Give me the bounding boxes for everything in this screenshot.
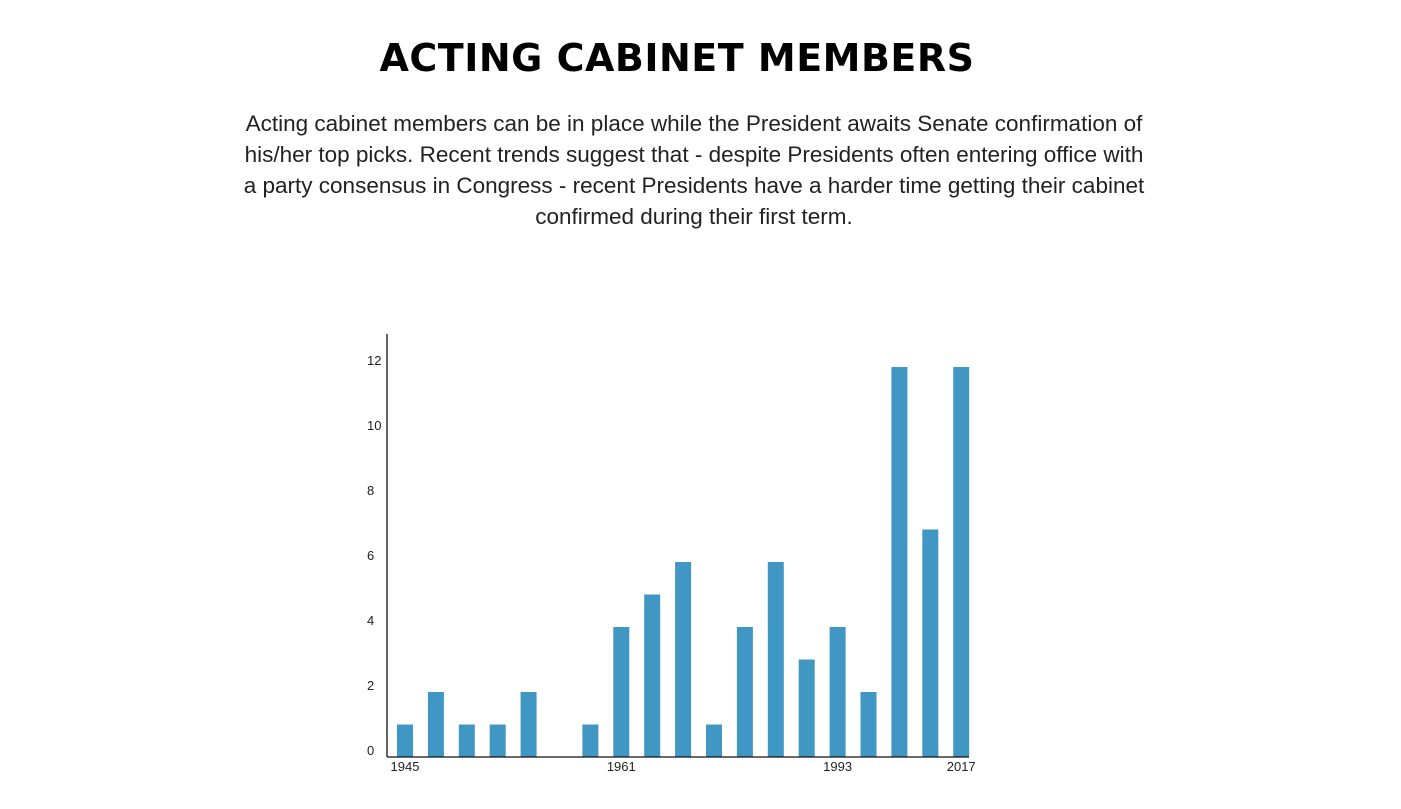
y-tick-labels: 0 2 4 6 8 10 12 [367, 353, 381, 758]
x-tick-label: 2017 [947, 759, 976, 774]
bar-1961 [520, 692, 537, 757]
x-tick-label: 1993 [823, 759, 852, 774]
y-tick-label: 12 [367, 353, 381, 368]
bar-1985 [706, 724, 722, 757]
bar-2013 [922, 529, 939, 757]
bar-1977 [644, 594, 661, 757]
y-tick-label: 2 [367, 678, 374, 693]
bar-1945 [397, 724, 413, 757]
bar-2009 [891, 367, 908, 757]
y-tick-label: 10 [367, 418, 381, 433]
y-tick-label: 0 [367, 743, 374, 758]
bar-1949 [427, 692, 444, 757]
bar-1981 [675, 562, 692, 757]
y-tick-label: 8 [367, 483, 374, 498]
bar-1989 [736, 627, 753, 757]
x-tick-labels: 1945 1961 1993 2017 [391, 759, 976, 774]
x-tick-label: 1961 [607, 759, 636, 774]
bar-2017 [953, 367, 970, 757]
bar-1969 [582, 724, 599, 757]
bar-2001 [829, 627, 846, 757]
y-tick-label: 4 [367, 613, 374, 628]
chart-title: ACTING CABINET MEMBERS [379, 36, 975, 80]
chart-subtitle: Acting cabinet members can be in place w… [243, 111, 1145, 229]
bar-1957 [489, 724, 506, 757]
bar-1993 [767, 562, 784, 757]
bar-1973 [613, 627, 630, 757]
x-tick-label: 1945 [391, 759, 420, 774]
bar-2005 [860, 692, 877, 757]
bars-group [397, 367, 970, 757]
bar-1997 [798, 659, 815, 757]
bar-1953 [458, 724, 475, 757]
y-tick-label: 6 [367, 548, 374, 563]
